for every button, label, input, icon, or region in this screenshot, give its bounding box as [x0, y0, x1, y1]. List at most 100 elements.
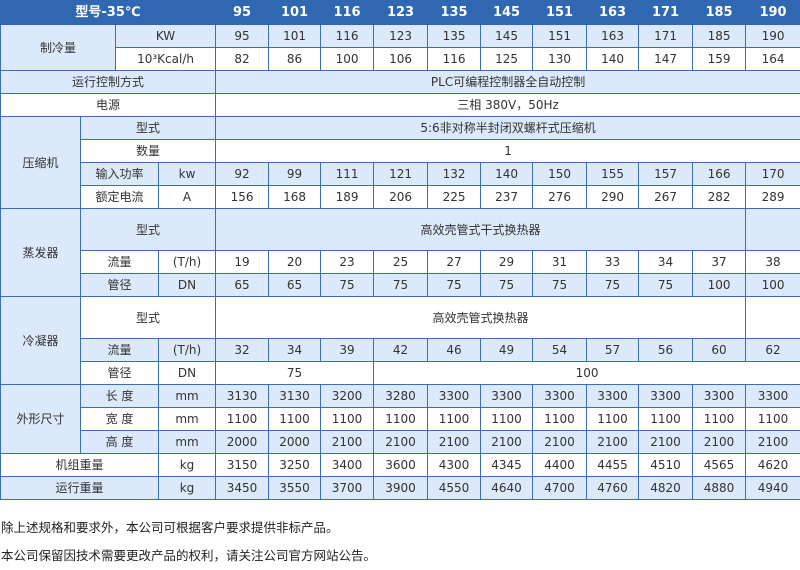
- value-cell: 1100: [639, 408, 693, 431]
- value-cell: 33: [587, 251, 639, 274]
- value-cell: 267: [639, 186, 693, 209]
- value-cell: 1100: [321, 408, 374, 431]
- value-cell: 75: [216, 362, 374, 385]
- unit-cell: A: [159, 186, 216, 209]
- sub-label: 宽 度: [81, 408, 159, 431]
- sub-label: 高 度: [81, 431, 159, 454]
- evaporator-type-value: 高效壳管式干式换热器: [216, 209, 746, 251]
- value-cell: 20: [269, 251, 321, 274]
- value-cell: 49: [481, 339, 533, 362]
- value-cell: 27: [428, 251, 481, 274]
- value-cell: 25: [374, 251, 428, 274]
- value-cell: 140: [587, 48, 639, 71]
- unit-cell: kg: [159, 477, 216, 500]
- unit-cell: KW: [116, 25, 216, 48]
- value-cell: 237: [481, 186, 533, 209]
- unit-cell: mm: [159, 385, 216, 408]
- value-cell: 111: [321, 163, 374, 186]
- unit-cell: mm: [159, 431, 216, 454]
- value-cell: 135: [428, 25, 481, 48]
- value-cell: 155: [587, 163, 639, 186]
- value-cell: 3400: [321, 454, 374, 477]
- value-cell: 101: [269, 25, 321, 48]
- compressor-quantity-value: 1: [216, 140, 800, 163]
- row-label-condenser: 冷凝器: [1, 297, 81, 385]
- value-cell: 3150: [216, 454, 269, 477]
- value-cell: 46: [428, 339, 481, 362]
- row-label-compressor: 压缩机: [1, 117, 81, 209]
- value-cell: 116: [321, 25, 374, 48]
- value-cell: 34: [269, 339, 321, 362]
- value-cell: 163: [587, 25, 639, 48]
- value-cell: 99: [269, 163, 321, 186]
- value-cell: 4820: [639, 477, 693, 500]
- value-cell: 3900: [374, 477, 428, 500]
- value-cell: 185: [693, 25, 746, 48]
- sub-label: 流量: [81, 339, 159, 362]
- value-cell: 106: [374, 48, 428, 71]
- sub-label: 型式: [81, 297, 216, 339]
- value-cell: 1100: [693, 408, 746, 431]
- header-model-label: 型号-35℃: [1, 1, 216, 25]
- sub-label: 型式: [81, 209, 216, 251]
- value-cell: 150: [533, 163, 587, 186]
- value-cell: 3130: [269, 385, 321, 408]
- empty-cell: [746, 297, 800, 339]
- power-value: 三相 380V，50Hz: [216, 94, 800, 117]
- header-model: 135: [428, 1, 481, 25]
- sub-label: 额定电流: [81, 186, 159, 209]
- header-model: 163: [587, 1, 639, 25]
- value-cell: 75: [533, 274, 587, 297]
- header-model: 145: [481, 1, 533, 25]
- value-cell: 1100: [216, 408, 269, 431]
- unit-cell: DN: [159, 274, 216, 297]
- value-cell: 75: [587, 274, 639, 297]
- value-cell: 166: [693, 163, 746, 186]
- value-cell: 32: [216, 339, 269, 362]
- value-cell: 189: [321, 186, 374, 209]
- value-cell: 3300: [481, 385, 533, 408]
- value-cell: 3300: [533, 385, 587, 408]
- value-cell: 2100: [693, 431, 746, 454]
- value-cell: 23: [321, 251, 374, 274]
- value-cell: 3300: [587, 385, 639, 408]
- value-cell: 157: [639, 163, 693, 186]
- value-cell: 75: [374, 274, 428, 297]
- value-cell: 37: [693, 251, 746, 274]
- value-cell: 130: [533, 48, 587, 71]
- unit-cell: (T/h): [159, 339, 216, 362]
- compressor-type-value: 5:6非对称半封闭双螺杆式压缩机: [216, 117, 800, 140]
- unit-cell: DN: [159, 362, 216, 385]
- value-cell: 4455: [587, 454, 639, 477]
- value-cell: 92: [216, 163, 269, 186]
- header-model: 95: [216, 1, 269, 25]
- value-cell: 65: [216, 274, 269, 297]
- value-cell: 2100: [374, 431, 428, 454]
- value-cell: 206: [374, 186, 428, 209]
- value-cell: 2100: [746, 431, 800, 454]
- notes: 除上述规格和要求外，本公司可根据客户要求提供非标产品。 本公司保留因技术需要更改…: [0, 514, 800, 570]
- value-cell: 95: [216, 25, 269, 48]
- value-cell: 145: [481, 25, 533, 48]
- value-cell: 147: [639, 48, 693, 71]
- value-cell: 4345: [481, 454, 533, 477]
- value-cell: 62: [746, 339, 800, 362]
- sub-label: 输入功率: [81, 163, 159, 186]
- sub-label: 长 度: [81, 385, 159, 408]
- value-cell: 282: [693, 186, 746, 209]
- value-cell: 1100: [269, 408, 321, 431]
- value-cell: 290: [587, 186, 639, 209]
- value-cell: 54: [533, 339, 587, 362]
- value-cell: 276: [533, 186, 587, 209]
- value-cell: 100: [746, 274, 800, 297]
- control-value: PLC可编程控制器全自动控制: [216, 71, 800, 94]
